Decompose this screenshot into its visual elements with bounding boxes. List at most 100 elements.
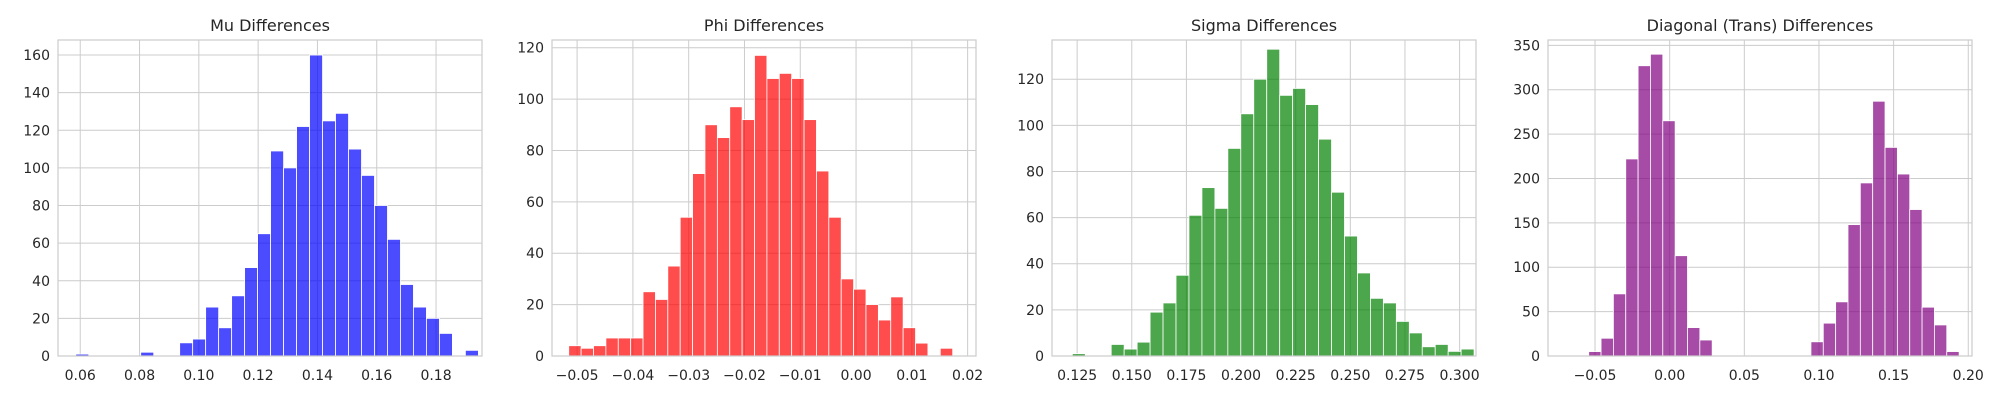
y-tick-label: 120 [23, 123, 50, 139]
y-tick-label: 120 [1017, 72, 1044, 88]
histogram-bar [1395, 321, 1410, 357]
x-tick-label: 0.16 [361, 368, 392, 384]
histogram-bar [1847, 224, 1861, 357]
y-tick-label: 60 [1026, 211, 1044, 227]
x-tick-label: 0.08 [124, 368, 155, 384]
histogram-bar [766, 78, 780, 357]
histogram-bar [1201, 187, 1216, 357]
x-tick-label: 0.14 [302, 368, 333, 384]
histogram-bar [593, 345, 607, 357]
y-tick-label: 160 [23, 48, 50, 64]
histogram-bar [1253, 78, 1268, 357]
histogram-bar [270, 150, 284, 357]
histogram-bar [1650, 53, 1664, 357]
histogram-bar [1872, 100, 1886, 357]
histogram-bar [218, 327, 233, 357]
histogram-bar [1921, 306, 1935, 357]
histogram-bar [1188, 214, 1203, 357]
histogram-bar [1859, 182, 1874, 357]
histogram-bar [939, 347, 954, 357]
y-tick-label: 40 [32, 274, 50, 290]
histogram-bar [741, 119, 755, 357]
histogram-bar [1382, 302, 1397, 357]
x-tick-label: 0.200 [1221, 368, 1261, 384]
histogram-bar [309, 54, 323, 357]
histogram-bar [716, 137, 731, 357]
histogram-bar [1123, 348, 1138, 357]
histogram-bar [877, 319, 892, 357]
x-tick-label: −0.01 [779, 368, 822, 384]
y-tick-label: 40 [526, 246, 544, 262]
histogram-bar [1637, 65, 1651, 357]
x-tick-label: 0.02 [952, 368, 983, 384]
histogram-bar [348, 148, 362, 357]
x-tick-label: 0.05 [1729, 368, 1760, 384]
histogram-bar [1434, 344, 1449, 357]
y-tick-label: 80 [1026, 164, 1044, 180]
histogram-bar [387, 238, 401, 357]
y-tick-label: 40 [1026, 257, 1044, 273]
histogram-bar [679, 216, 693, 357]
histogram-bar [1896, 173, 1911, 357]
y-tick-label: 50 [1522, 305, 1540, 321]
histogram-bar [426, 317, 440, 357]
histogram-bar [439, 333, 453, 357]
histogram-bar [1687, 327, 1701, 357]
y-tick-label: 0 [1035, 349, 1044, 365]
y-tick-label: 100 [1513, 260, 1540, 276]
histogram-bar [816, 170, 830, 357]
histogram-bar [1266, 48, 1281, 357]
histogram-bar [1447, 350, 1462, 357]
histogram-bar [754, 55, 768, 357]
histogram-bar [192, 338, 207, 357]
histogram-bar [791, 78, 805, 357]
y-tick-label: 100 [23, 161, 50, 177]
histogram-bar [1214, 207, 1229, 357]
histogram-bar [335, 112, 349, 357]
histogram-bar [692, 173, 706, 357]
x-tick-label: 0.150 [1112, 368, 1152, 384]
histogram-bar [1600, 337, 1614, 357]
y-tick-label: 80 [32, 199, 50, 215]
histogram-bar [580, 347, 594, 357]
y-tick-label: 250 [1513, 127, 1540, 143]
histogram-bar [244, 267, 259, 357]
histogram-bar [296, 126, 310, 357]
histogram-bar [853, 288, 867, 357]
x-tick-label: 0.250 [1330, 368, 1370, 384]
histogram-bar [205, 306, 220, 357]
histogram-bar [1227, 148, 1242, 357]
x-tick-label: 0.175 [1166, 368, 1206, 384]
x-tick-label: 0.300 [1440, 368, 1480, 384]
y-tick-label: 120 [517, 41, 544, 57]
histogram-panel-3: 0.125 0.150 0.175 0.200 0.225 0.250 0.275 0.300… [1017, 16, 1479, 384]
x-tick-label: 0.10 [1803, 368, 1834, 384]
y-tick-label: 300 [1513, 83, 1540, 99]
histogram-bar [704, 124, 718, 357]
histogram-bar [655, 299, 669, 357]
plot-frame [1547, 39, 1973, 357]
histogram-bar [1835, 301, 1849, 357]
histogram-bar [361, 175, 375, 357]
y-tick-label: 100 [1017, 118, 1044, 134]
y-tick-label: 0 [535, 349, 544, 365]
histogram-bar [231, 295, 246, 357]
histogram-panel-2: −0.05 −0.04 −0.03 −0.02 −0.01 0.00 0.01 0.02 0 20… [517, 16, 983, 384]
histogram-bar [1136, 341, 1151, 357]
histogram-bar [283, 167, 297, 357]
y-tick-label: 350 [1513, 38, 1540, 54]
plot-frame [1051, 39, 1477, 357]
x-tick-label: 0.125 [1057, 368, 1097, 384]
plot-frame [57, 39, 483, 357]
histogram-bar [840, 278, 854, 357]
histogram-bar [1331, 191, 1345, 357]
histogram-bar [617, 337, 632, 357]
histogram-bar [179, 342, 194, 357]
y-tick-label: 80 [526, 143, 544, 159]
histogram-bar [803, 119, 817, 357]
x-tick-label: 0.00 [840, 368, 871, 384]
histogram-bar [1292, 88, 1307, 357]
histogram-bar [1946, 351, 1960, 357]
y-tick-label: 20 [32, 311, 50, 327]
histogram-bar [778, 72, 793, 357]
